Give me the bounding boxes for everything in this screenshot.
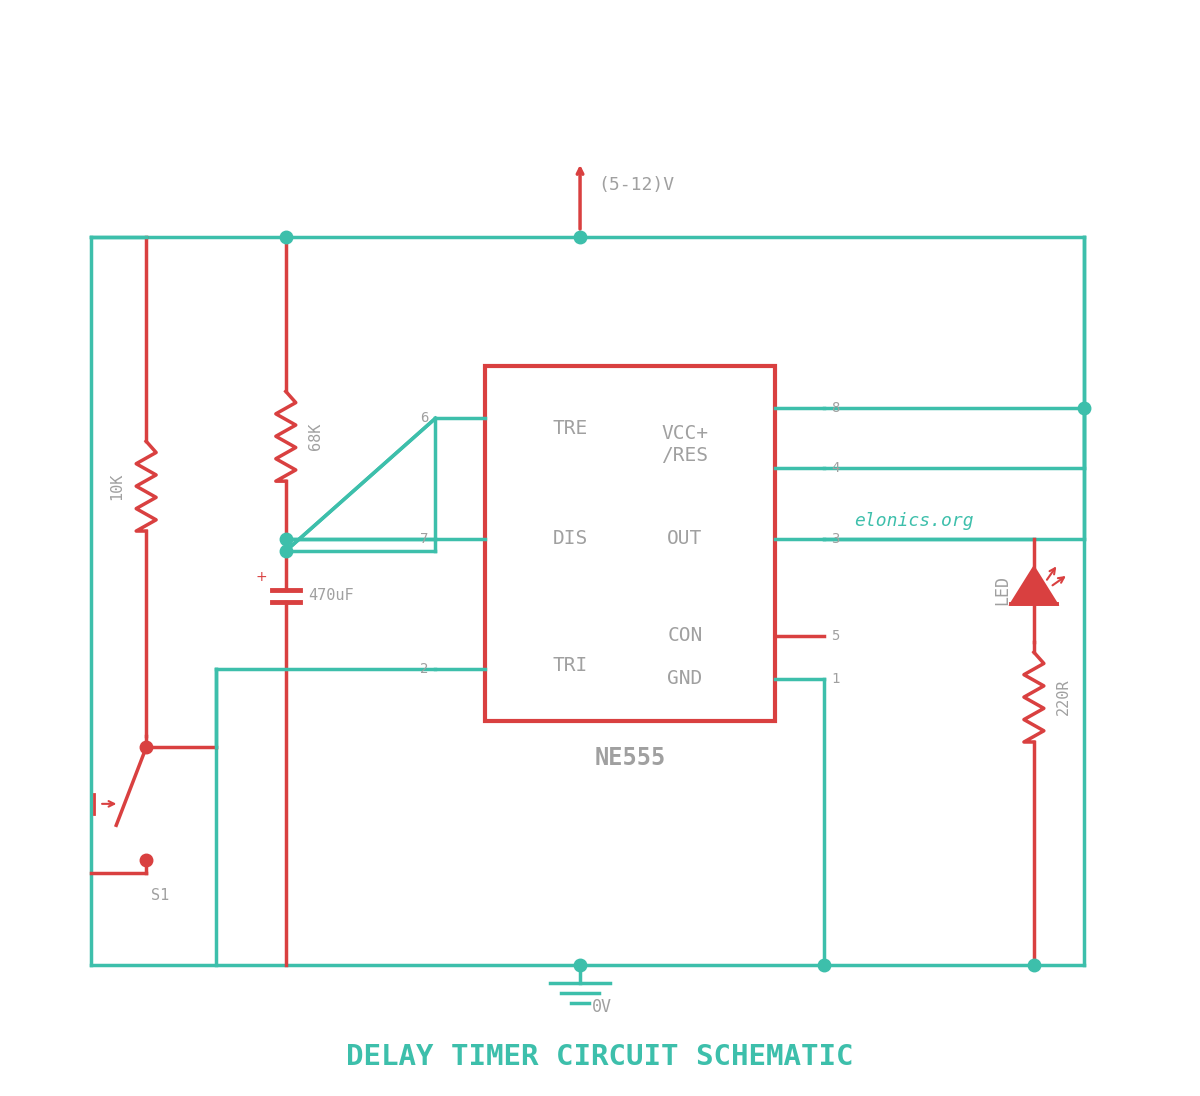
Text: +: + xyxy=(256,570,266,584)
Bar xyxy=(485,366,774,720)
Text: 220R: 220R xyxy=(1056,678,1070,716)
Text: 3: 3 xyxy=(832,532,840,546)
Text: OUT: OUT xyxy=(667,529,702,548)
Text: 2: 2 xyxy=(420,662,428,676)
Text: S1: S1 xyxy=(151,888,169,903)
Text: 5: 5 xyxy=(832,629,840,642)
Text: elonics.org: elonics.org xyxy=(854,512,974,529)
Text: (5-12)V: (5-12)V xyxy=(598,176,674,194)
Text: 0V: 0V xyxy=(592,997,612,1016)
Text: 470uF: 470uF xyxy=(307,589,353,604)
Text: DIS: DIS xyxy=(552,529,588,548)
Text: 7: 7 xyxy=(420,532,428,546)
Text: TRE: TRE xyxy=(552,419,588,437)
Text: NE555: NE555 xyxy=(594,746,666,770)
Text: 10K: 10K xyxy=(109,472,125,500)
Text: 1: 1 xyxy=(832,672,840,686)
Text: GND: GND xyxy=(667,670,702,688)
Text: TRI: TRI xyxy=(552,657,588,675)
Text: 4: 4 xyxy=(832,461,840,476)
Text: 6: 6 xyxy=(420,411,428,425)
Text: CON: CON xyxy=(667,626,702,646)
Text: DELAY TIMER CIRCUIT SCHEMATIC: DELAY TIMER CIRCUIT SCHEMATIC xyxy=(347,1042,853,1071)
Text: 8: 8 xyxy=(832,401,840,415)
Text: VCC+
/RES: VCC+ /RES xyxy=(661,424,708,465)
Text: 68K: 68K xyxy=(307,423,323,450)
Text: LED: LED xyxy=(992,575,1010,605)
Polygon shape xyxy=(1010,568,1057,604)
